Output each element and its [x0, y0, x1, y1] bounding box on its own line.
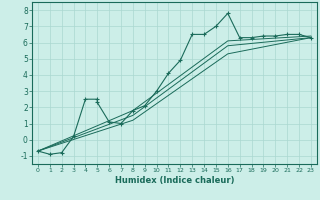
- X-axis label: Humidex (Indice chaleur): Humidex (Indice chaleur): [115, 176, 234, 185]
